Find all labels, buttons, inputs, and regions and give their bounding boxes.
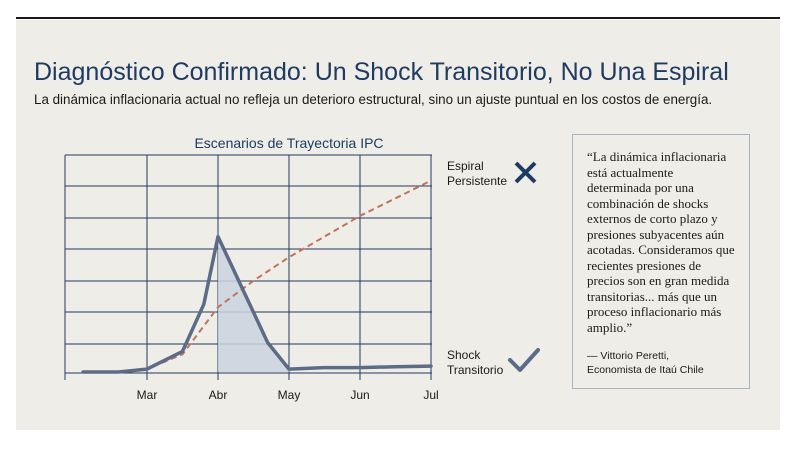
quote-author: — Vittorio Peretti, [587, 350, 670, 362]
page-subtitle: La dinámica inflacionaria actual no refl… [34, 92, 713, 107]
x-tick-label: May [278, 388, 301, 402]
check-icon [508, 348, 540, 372]
slide-panel [16, 20, 780, 430]
cross-icon [514, 161, 537, 184]
series-label-shock-transitorio: Shock Transitorio [447, 348, 504, 377]
top-rule [16, 17, 780, 19]
series-label-line-1: Espiral [447, 159, 484, 173]
x-tick-label: Mar [137, 388, 158, 402]
series-label-shock-transitorio-line-b: Transitorio [447, 363, 504, 377]
chart-title: Escenarios de Trayectoria IPC [194, 135, 383, 151]
quote-author-role: Economista de Itaú Chile [587, 364, 704, 376]
chart-grid [64, 154, 432, 380]
series-label-espiral-persistente: Espiral Persistente [447, 159, 507, 188]
x-tick-label: Jul [423, 388, 438, 402]
series-line-shock-transitorio [81, 234, 433, 374]
quote-attribution: — Vittorio Peretti, Economista de Itaú C… [587, 349, 739, 377]
quote-box: “La dinámica inflacionaria está actualme… [572, 134, 750, 389]
page-title: Diagnóstico Confirmado: Un Shock Transit… [34, 58, 729, 86]
x-axis-ticks: Mar Abr May Jun Jul [137, 388, 439, 402]
quote-text: “La dinámica inflacionaria está actualme… [587, 149, 735, 335]
series-label-espiral-persistente-line-b: Persistente [447, 174, 507, 188]
transitory-shock-area [218, 236, 289, 372]
series-label-line-2: Shock [447, 348, 481, 362]
x-tick-label: Abr [209, 388, 228, 402]
x-tick-label: Jun [350, 388, 369, 402]
